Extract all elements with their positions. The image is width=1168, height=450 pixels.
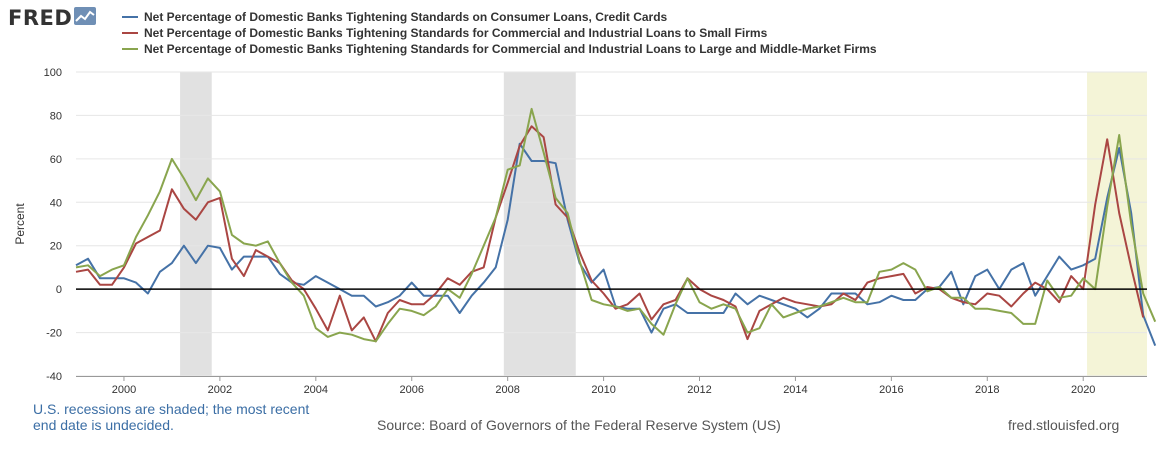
y-tick-label--20: -20 bbox=[46, 328, 62, 340]
legend-swatch-large-firms bbox=[122, 48, 138, 50]
x-tick-label-2014: 2014 bbox=[783, 384, 807, 396]
x-tick-label-2000: 2000 bbox=[112, 384, 136, 396]
series-line-3 bbox=[75, 107, 1157, 343]
y-tick-label-100: 100 bbox=[44, 67, 62, 79]
series-layer bbox=[75, 107, 1157, 346]
x-tick-label-2012: 2012 bbox=[687, 384, 711, 396]
recession-band-3 bbox=[1087, 72, 1147, 376]
chart-header: FRED Net Percentage of Domestic Banks Ti… bbox=[0, 0, 1168, 62]
x-tick-label-2010: 2010 bbox=[591, 384, 615, 396]
legend-label-small-firms: Net Percentage of Domestic Banks Tighten… bbox=[144, 26, 768, 40]
grid-layer bbox=[76, 71, 1147, 377]
y-tick-label-20: 20 bbox=[50, 241, 62, 253]
line-chart: -40 -20 0 20 40 60 80 100 2000 2002 2004 2006 2008 20… bbox=[13, 67, 1157, 396]
recession-band-2 bbox=[503, 72, 576, 376]
x-tick-label-2002: 2002 bbox=[208, 384, 232, 396]
y-tick-label-80: 80 bbox=[50, 110, 62, 122]
legend-swatch-consumer bbox=[122, 16, 138, 18]
legend-label-consumer: Net Percentage of Domestic Banks Tighten… bbox=[144, 10, 668, 24]
fred-logo[interactable]: FRED bbox=[8, 6, 97, 30]
x-tick-label-2016: 2016 bbox=[879, 384, 903, 396]
y-tick-label--40: -40 bbox=[46, 371, 62, 383]
x-tick-label-2018: 2018 bbox=[975, 384, 999, 396]
axis-layer: -40 -20 0 20 40 60 80 100 2000 2002 2004 2006 2008 20… bbox=[44, 67, 1147, 396]
legend-item-large-firms[interactable]: Net Percentage of Domestic Banks Tighten… bbox=[122, 41, 877, 57]
fred-logo-text: FRED bbox=[8, 6, 73, 30]
chart-line-icon bbox=[74, 6, 97, 30]
fred-url-link[interactable]: fred.stlouisfed.org bbox=[1008, 417, 1120, 433]
x-tick-label-2004: 2004 bbox=[304, 384, 328, 396]
recession-note-line-1: U.S. recessions are shaded; the most rec… bbox=[33, 401, 310, 417]
x-tick-label-2008: 2008 bbox=[495, 384, 519, 396]
x-tick-label-2020: 2020 bbox=[1071, 384, 1095, 396]
y-tick-label-60: 60 bbox=[50, 154, 62, 166]
recession-note: U.S. recessions are shaded; the most rec… bbox=[33, 401, 333, 433]
legend-swatch-small-firms bbox=[122, 32, 138, 34]
x-tick-label-2006: 2006 bbox=[399, 384, 423, 396]
series-line-1 bbox=[75, 142, 1157, 346]
recession-band-1 bbox=[180, 72, 212, 376]
y-tick-label-0: 0 bbox=[56, 284, 62, 296]
legend-item-consumer[interactable]: Net Percentage of Domestic Banks Tighten… bbox=[122, 9, 877, 25]
series-line-2 bbox=[75, 125, 1145, 343]
recession-note-line-2: end date is undecided. bbox=[33, 417, 174, 433]
source-text: Source: Board of Governors of the Federa… bbox=[377, 417, 781, 433]
legend-item-small-firms[interactable]: Net Percentage of Domestic Banks Tighten… bbox=[122, 25, 877, 41]
y-axis-label: Percent bbox=[13, 203, 27, 245]
y-tick-label-40: 40 bbox=[50, 197, 62, 209]
chart-legend: Net Percentage of Domestic Banks Tighten… bbox=[122, 9, 877, 57]
legend-label-large-firms: Net Percentage of Domestic Banks Tighten… bbox=[144, 42, 877, 56]
recession-shading-layer bbox=[180, 72, 1147, 376]
